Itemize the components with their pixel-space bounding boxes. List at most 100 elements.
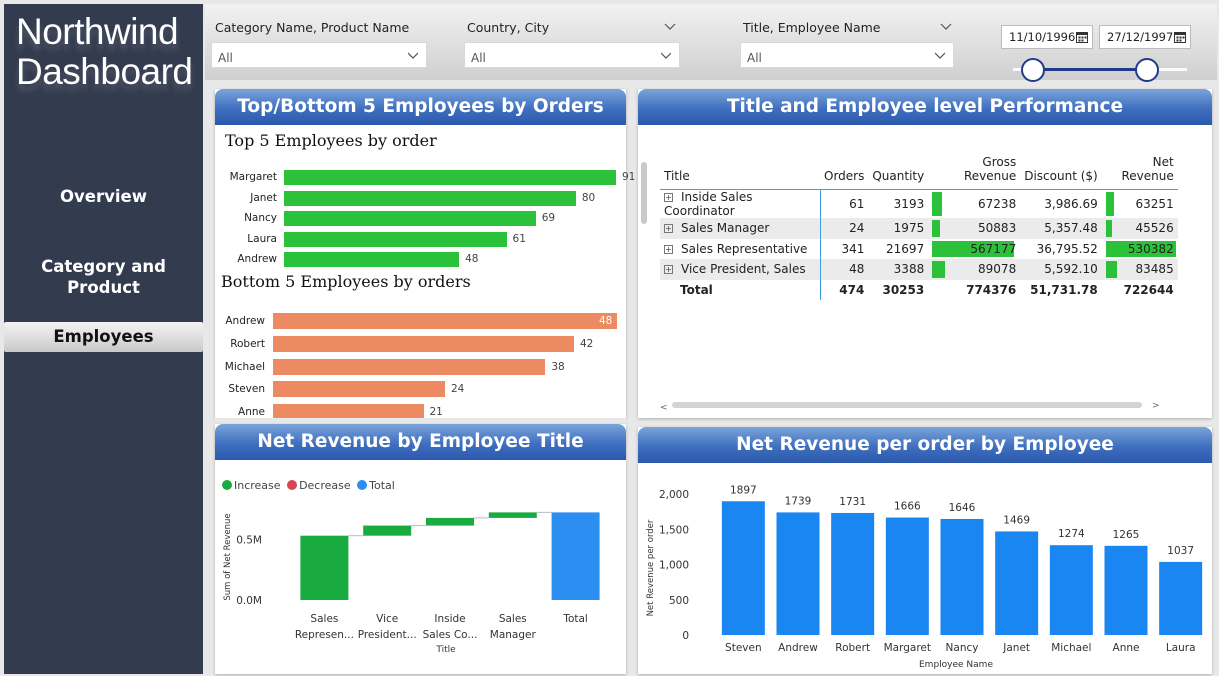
top-bar[interactable] <box>284 211 536 227</box>
start-date-value: 11/10/1996 <box>1009 30 1076 44</box>
date-range-end-handle[interactable] <box>1135 58 1159 82</box>
nav-overview[interactable]: Overview <box>60 187 147 206</box>
waterfall-bar[interactable] <box>426 517 474 526</box>
table-horizontal-scrollbar[interactable] <box>672 402 1142 408</box>
net-revenue-databar <box>1105 220 1112 237</box>
expand-plus-icon[interactable]: + <box>664 193 673 202</box>
title-slicer-value: All <box>747 51 762 65</box>
col-net-revenue[interactable]: Net Revenue <box>1101 152 1178 190</box>
bottom-bar-label: Andrew <box>225 315 265 327</box>
revenue-per-order-bar[interactable] <box>1159 561 1203 635</box>
row-title-text: Inside Sales Coordinator <box>664 190 753 218</box>
top-bar-label: Janet <box>250 191 277 204</box>
category-slicer-label: Category Name, Product Name <box>215 20 410 35</box>
decrease-dot-icon <box>287 480 298 490</box>
table-row[interactable]: + Vice President, Sales 48 3388 89078 5,592.1… <box>660 259 1178 280</box>
revenue-per-order-bar[interactable] <box>1104 545 1148 635</box>
table-row[interactable]: + Sales Representative 341 21697 567177 36,79… <box>660 238 1178 259</box>
bottom-bar-value: 21 <box>429 406 443 419</box>
country-slicer-dropdown[interactable]: All <box>464 42 680 68</box>
start-date-input[interactable]: 11/10/1996 <box>1001 25 1093 49</box>
cell-quantity: 3388 <box>868 259 929 280</box>
top-bar[interactable] <box>284 190 576 206</box>
table-row[interactable]: + Inside Sales Coordinator 61 3193 67238 3,98… <box>660 189 1178 218</box>
waterfall-bar[interactable] <box>300 535 349 600</box>
chevron-down-icon[interactable] <box>940 21 952 31</box>
revenue-per-order-bar[interactable] <box>1049 545 1093 635</box>
bottom-bar[interactable] <box>273 404 424 421</box>
bottom-bar-label: Steven <box>228 383 265 396</box>
revenue-per-order-bar[interactable] <box>995 531 1039 635</box>
top-bar[interactable] <box>284 252 460 268</box>
waterfall-bar[interactable] <box>488 512 537 518</box>
bottom-bar-value: 38 <box>551 360 565 373</box>
chevron-down-icon[interactable] <box>664 21 676 31</box>
cell-quantity: 3193 <box>893 197 925 211</box>
x-tick-label: Steven <box>725 642 762 654</box>
top-bar-value: 80 <box>581 191 596 204</box>
calendar-icon[interactable] <box>1174 31 1186 43</box>
performance-panel-header: Title and Employee level Performance <box>638 89 1212 125</box>
cell-discount: 3,986.69 <box>1044 197 1098 211</box>
cell-discount: 5,592.10 <box>1020 259 1102 280</box>
bottom-bar-value: 24 <box>451 383 465 396</box>
sidebar: Northwind Dashboard Overview Category an… <box>4 4 203 674</box>
col-quantity[interactable]: Quantity <box>868 152 929 190</box>
table-total-row: Total 474 30253 774376 51,731.78 722644 <box>660 279 1178 300</box>
col-gross-revenue[interactable]: Gross Revenue <box>928 152 1021 190</box>
y-tick-label: 500 <box>669 595 689 607</box>
bottom-bar[interactable] <box>273 358 546 375</box>
chevron-down-icon <box>661 52 671 59</box>
legend-increase[interactable]: Increase <box>222 479 281 492</box>
calendar-icon[interactable] <box>1076 31 1088 43</box>
col-discount[interactable]: Discount ($) <box>1020 152 1102 190</box>
col-title[interactable]: Title <box>660 152 820 190</box>
bottom-bar[interactable] <box>273 313 617 329</box>
col-orders[interactable]: Orders <box>820 152 869 190</box>
nav-category-and-product[interactable]: Category and Product <box>41 257 166 297</box>
scroll-left-arrow[interactable]: < <box>660 403 668 413</box>
x-tick-label: Andrew <box>778 642 818 654</box>
scroll-right-arrow[interactable]: > <box>1152 401 1160 411</box>
title-slicer-dropdown[interactable]: All <box>740 42 954 68</box>
net-revenue-value: 530382 <box>1127 241 1174 256</box>
y-tick-label: 0.5M <box>236 534 262 546</box>
x-axis-title: Employee Name <box>919 660 993 670</box>
date-range-start-handle[interactable] <box>1021 58 1045 82</box>
legend-total[interactable]: Total <box>357 479 395 492</box>
nav-employees[interactable]: Employees <box>4 322 203 352</box>
bottom-bar-value: 48 <box>599 315 613 327</box>
top-bar[interactable] <box>284 231 507 247</box>
waterfall-bar[interactable] <box>363 525 412 536</box>
y-tick-label: 1,000 <box>659 560 689 572</box>
net-revenue-value: 63251 <box>1135 197 1174 211</box>
end-date-input[interactable]: 27/12/1997 <box>1099 25 1191 49</box>
bottom-bar[interactable] <box>273 335 574 352</box>
waterfall-bar[interactable] <box>551 512 600 600</box>
bar-value-label: 1037 <box>1167 545 1194 557</box>
bottom-bar-value: 42 <box>580 337 594 350</box>
bottom-bar[interactable] <box>273 381 445 398</box>
table-header-row: Title Orders Quantity Gross Revenue Disc… <box>660 152 1178 190</box>
revenue-per-order-bar[interactable] <box>885 517 929 635</box>
revenue-per-order-bar[interactable] <box>721 501 765 635</box>
expand-plus-icon[interactable]: + <box>664 265 673 275</box>
category-slicer-dropdown[interactable]: All <box>211 42 427 68</box>
legend-decrease[interactable]: Decrease <box>287 479 351 492</box>
revenue-per-order-bar[interactable] <box>831 512 875 635</box>
revenue-per-order-bar[interactable] <box>776 512 820 635</box>
table-row[interactable]: + Sales Manager 24 1975 50883 5,357.48 45526 <box>660 218 1178 239</box>
logo-line-2: Dashboard <box>16 51 193 92</box>
table-vertical-scrollbar[interactable] <box>641 162 647 224</box>
cell-discount: 5,357.48 <box>1020 218 1102 239</box>
bar-value-label: 1666 <box>894 501 921 513</box>
net-revenue-databar <box>1105 240 1176 257</box>
net-revenue-databar <box>1105 261 1117 278</box>
top-bar[interactable] <box>284 170 616 185</box>
expand-plus-icon[interactable]: + <box>664 244 673 254</box>
cell-orders: 341 <box>841 241 865 256</box>
bar-value-label: 1731 <box>839 496 866 508</box>
expand-plus-icon[interactable]: + <box>664 224 673 234</box>
revenue-per-order-bar[interactable] <box>940 518 984 635</box>
